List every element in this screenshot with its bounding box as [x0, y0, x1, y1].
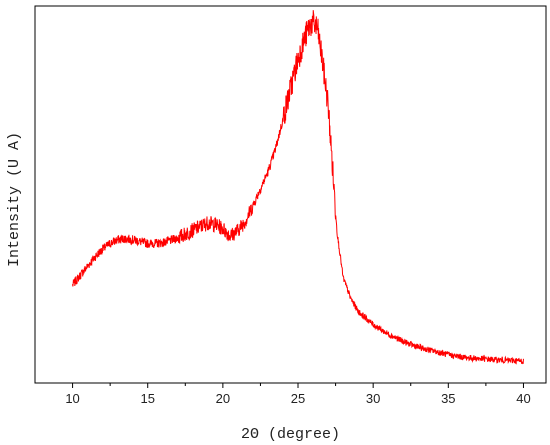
x-tick-label: 10	[65, 391, 79, 406]
x-tick-label: 15	[140, 391, 154, 406]
x-tick-label: 35	[441, 391, 455, 406]
series-line-0	[72, 10, 524, 365]
x-axis-label: 2Θ (degree)	[241, 426, 340, 443]
x-tick-label: 30	[366, 391, 380, 406]
x-tick-label: 40	[516, 391, 530, 406]
plot-frame	[34, 5, 547, 384]
x-tick-label: 25	[291, 391, 305, 406]
series-layer	[72, 10, 524, 365]
x-axis-ticks: 10 15 20 25 30 35 40	[65, 383, 531, 406]
x-tick-label: 20	[216, 391, 230, 406]
y-axis-label: Intensity (U A)	[6, 132, 23, 267]
